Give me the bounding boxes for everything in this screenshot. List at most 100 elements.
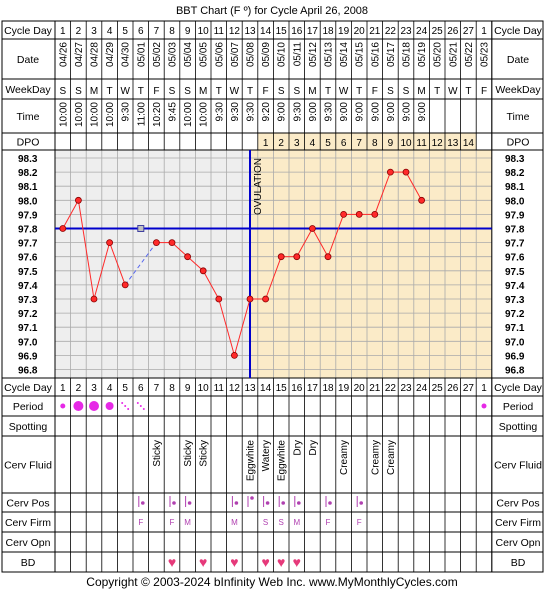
period-spotting-dot bbox=[121, 402, 124, 404]
temp-point bbox=[340, 210, 348, 218]
cycle-day-label: 4 bbox=[107, 383, 113, 394]
cerv-firm-label: F bbox=[357, 518, 362, 527]
cycle-day-label: 25 bbox=[432, 26, 444, 37]
date-label: 05/17 bbox=[386, 42, 397, 67]
time-label: 10:20 bbox=[152, 102, 163, 127]
temp-point bbox=[59, 225, 67, 232]
time-label: 9:00 bbox=[277, 102, 288, 122]
temp-line-segment bbox=[171, 242, 188, 258]
row-label-cerv_opn: Cerv Opn bbox=[6, 537, 51, 549]
bd-heart-icon: ♥ bbox=[168, 554, 176, 570]
y-tick-label-left: 96.8 bbox=[18, 366, 38, 377]
dpo-label: 11 bbox=[416, 138, 427, 149]
row-label-right-cerv_pos: Cerv Pos bbox=[496, 498, 539, 510]
dpo-label: 3 bbox=[294, 138, 300, 149]
bd-heart-icon: ♥ bbox=[293, 554, 301, 570]
weekday-label: T bbox=[247, 86, 253, 97]
row-label-right-weekday: WeekDay bbox=[495, 84, 541, 96]
row-label-right-cerv_fluid: Cerv Fluid bbox=[494, 460, 542, 472]
temp-gap-line bbox=[124, 242, 157, 286]
cerv-firm-label: S bbox=[279, 518, 284, 527]
cycle-day-label: 12 bbox=[229, 26, 241, 37]
cycle-day-label: 12 bbox=[229, 383, 241, 394]
weekday-label: S bbox=[403, 86, 410, 97]
time-label: 10:00 bbox=[105, 102, 116, 127]
bd-heart-icon: ♥ bbox=[199, 554, 207, 570]
date-label: 05/03 bbox=[168, 42, 179, 67]
cycle-day-label: 18 bbox=[322, 26, 334, 37]
weekday-label: S bbox=[387, 86, 394, 97]
cerv-firm-label: M bbox=[184, 518, 191, 527]
weekday-label: T bbox=[434, 86, 440, 97]
cycle-day-label: 25 bbox=[432, 383, 444, 394]
date-label: 05/06 bbox=[214, 42, 225, 67]
cerv-firm-label: M bbox=[231, 518, 238, 527]
cycle-day-label: 10 bbox=[198, 383, 210, 394]
weekday-label: M bbox=[199, 86, 207, 97]
weekday-label: W bbox=[230, 86, 240, 97]
dpo-label: 12 bbox=[432, 138, 444, 149]
y-tick-label-right: 98.3 bbox=[505, 154, 525, 165]
time-label: 9:00 bbox=[417, 102, 428, 122]
cycle-day-label: 13 bbox=[244, 26, 256, 37]
chart-labels: 98.3 98.3 98.2 98.2 98.1 98.1 98.0 98.0 97.9 97.9… bbox=[4, 25, 543, 569]
row-label-cycle_day: Cycle Day bbox=[4, 25, 53, 37]
temp-point bbox=[90, 295, 98, 303]
row-label-right-cerv_firm: Cerv Firm bbox=[495, 517, 541, 529]
date-label: 04/28 bbox=[90, 42, 101, 67]
cycle-day-label: 23 bbox=[400, 26, 412, 37]
y-tick-label-right: 98.2 bbox=[505, 168, 525, 179]
cerv-fluid-label: Eggwhite bbox=[246, 440, 257, 482]
date-label: 05/12 bbox=[308, 42, 319, 67]
date-label: 05/18 bbox=[402, 42, 413, 67]
date-label: 05/21 bbox=[448, 42, 459, 67]
temp-line-segment bbox=[233, 298, 251, 356]
period-dot bbox=[105, 402, 114, 410]
cerv-firm-label: F bbox=[170, 518, 175, 527]
row-label-time: Time bbox=[17, 111, 40, 123]
row-label-cerv_firm: Cerv Firm bbox=[5, 517, 51, 529]
cycle-day-label: 9 bbox=[185, 383, 191, 394]
row-label-date: Date bbox=[17, 54, 39, 66]
cycle-day-label: 3 bbox=[91, 26, 97, 37]
temp-line-segment bbox=[296, 228, 313, 257]
cerv-fluid-label: Eggwhite bbox=[277, 440, 288, 482]
pre-ovulation-background bbox=[55, 150, 250, 378]
temp-line-segment bbox=[62, 200, 79, 229]
date-label: 05/13 bbox=[324, 42, 335, 67]
y-tick-label-right: 97.4 bbox=[505, 281, 525, 292]
cerv-pos-dot bbox=[187, 501, 192, 505]
temp-point bbox=[106, 239, 113, 247]
weekday-label: F bbox=[481, 86, 487, 97]
bd-heart-icon: ♥ bbox=[261, 554, 269, 570]
weekday-label: T bbox=[356, 86, 362, 97]
cycle-day-label: 16 bbox=[291, 26, 303, 37]
row-label-right-cycle_day: Cycle Day bbox=[494, 382, 543, 394]
temp-line-segment bbox=[311, 228, 329, 257]
weekday-label: S bbox=[184, 86, 191, 97]
period-dot bbox=[89, 401, 99, 411]
dpo-label: 8 bbox=[372, 138, 378, 149]
dpo-label: 14 bbox=[463, 138, 475, 149]
cycle-day-label: 17 bbox=[307, 26, 319, 37]
temp-point bbox=[215, 295, 223, 303]
temp-line-segment bbox=[93, 242, 111, 300]
temp-point bbox=[402, 168, 410, 176]
cerv-pos-dot bbox=[281, 501, 286, 505]
cycle-day-label: 11 bbox=[214, 26, 225, 37]
weekday-label: T bbox=[216, 86, 222, 97]
cycle-day-label: 6 bbox=[138, 26, 144, 37]
row-label-right-dpo: DPO bbox=[507, 137, 530, 149]
row-label-weekday: WeekDay bbox=[5, 84, 51, 96]
cycle-day-label: 8 bbox=[169, 383, 175, 394]
date-label: 04/30 bbox=[121, 42, 132, 67]
cycle-day-label: 2 bbox=[76, 383, 82, 394]
cycle-day-label: 15 bbox=[276, 383, 288, 394]
cerv-fluid-label: Sticky bbox=[152, 440, 163, 467]
ovulation-label: OVULATION bbox=[253, 158, 264, 215]
weekday-label: W bbox=[448, 86, 458, 97]
temp-line-segment bbox=[374, 171, 391, 215]
y-tick-label-right: 97.8 bbox=[505, 225, 525, 236]
